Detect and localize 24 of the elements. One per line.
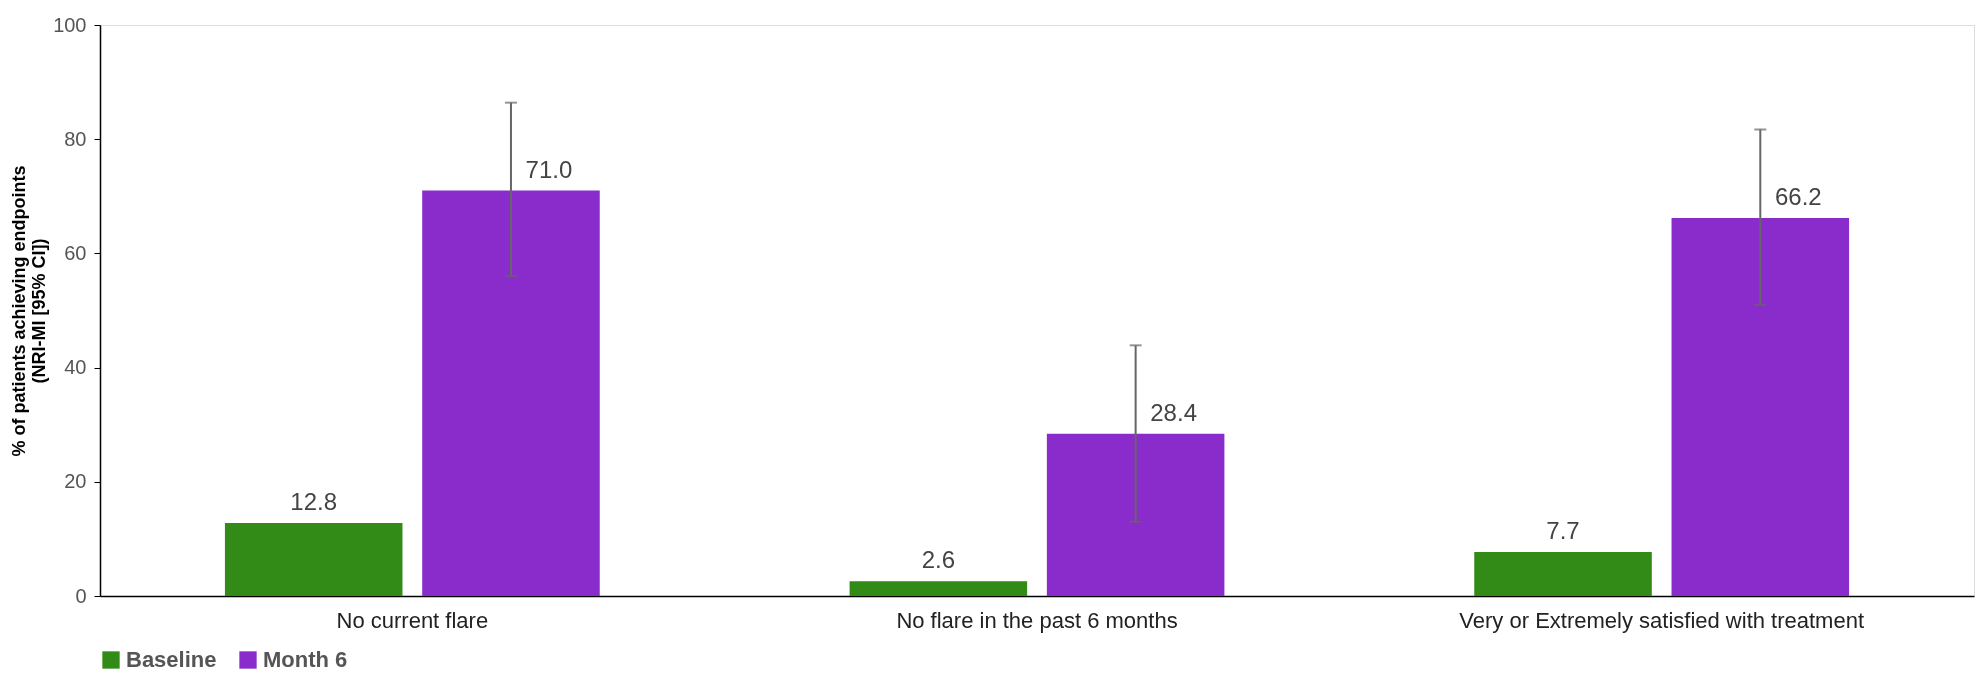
bar [1474, 552, 1652, 596]
y-axis-title: % of patients achieving endpoints (NRI-MI [95% CI]) [9, 165, 50, 457]
x-tick-label: No flare in the past 6 months [896, 607, 1178, 633]
bar [849, 581, 1028, 596]
y-tick-label: 20 [64, 470, 87, 493]
y-tick-label: 40 [64, 356, 87, 379]
data-label: 66.2 [1774, 183, 1822, 210]
data-label: 71.0 [525, 155, 573, 183]
bar [1046, 433, 1225, 596]
y-tick-label: 100 [53, 13, 87, 36]
bar [1671, 218, 1850, 596]
bar [422, 190, 600, 596]
y-tick-label: 80 [64, 127, 87, 150]
x-tick-label: Very or Extremely satisfied with treatment [1459, 607, 1865, 633]
bar [224, 522, 403, 596]
y-tick-label: 60 [64, 241, 87, 264]
x-tick-label: No current flare [336, 607, 489, 633]
data-label: 2.6 [921, 546, 956, 574]
data-label: 12.8 [290, 487, 338, 515]
data-label: 28.4 [1150, 398, 1197, 426]
legend-label: Baseline [126, 647, 217, 672]
data-label: 7.7 [1546, 517, 1580, 545]
y-tick-label: 0 [75, 584, 87, 607]
legend-label: Month 6 [263, 647, 348, 672]
